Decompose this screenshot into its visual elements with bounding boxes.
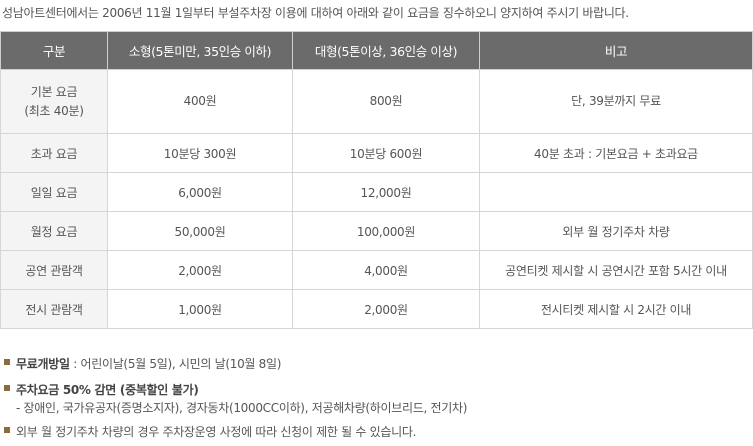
table-row: 기본 요금 (최초 40분) 400원 800원 단, 39분까지 무료 [0, 69, 753, 134]
row-category-line2: (최초 40분) [24, 103, 84, 118]
discount-note: 주차요금 50% 감면 (중복할인 불가) [4, 381, 467, 399]
parking-fee-table: 구분 소형(5톤미만, 35인승 이하) 대형(5톤이상, 36인승 이상) 비… [0, 31, 753, 329]
row-category-line1: 기본 요금 [30, 84, 78, 99]
free-day-label: 무료개방일 [16, 357, 70, 371]
row-remark [479, 172, 753, 212]
square-bullet-icon [4, 359, 10, 365]
row-remark: 공연티켓 제시할 시 공연시간 포함 5시간 이내 [479, 250, 753, 290]
row-large-fee: 10분당 600원 [292, 133, 480, 173]
table-row: 월정 요금 50,000원 100,000원 외부 월 정기주차 차량 [0, 211, 753, 251]
row-remark: 외부 월 정기주차 차량 [479, 211, 753, 251]
table-row: 공연 관람객 2,000원 4,000원 공연티켓 제시할 시 공연시간 포함 … [0, 250, 753, 290]
intro-text: 성남아트센터에서는 2006년 11월 1일부터 부설주차장 이용에 대하여 아… [2, 6, 629, 20]
row-category: 기본 요금 (최초 40분) [0, 69, 108, 134]
row-small-fee: 6,000원 [107, 172, 293, 212]
free-day-note: 무료개방일 : 어린이날(5월 5일), 시민의 날(10월 8일) [4, 355, 467, 381]
row-large-fee: 12,000원 [292, 172, 480, 212]
table-row: 전시 관람객 1,000원 2,000원 전시티켓 제시할 시 2시간 이내 [0, 289, 753, 329]
monthly-notice-text: 외부 월 정기주차 차량의 경우 주차장운영 사정에 따라 신청이 제한 될 수… [16, 425, 417, 439]
row-category: 일일 요금 [0, 172, 108, 212]
row-small-fee: 10분당 300원 [107, 133, 293, 173]
square-bullet-icon [4, 385, 10, 391]
row-large-fee: 2,000원 [292, 289, 480, 329]
row-large-fee: 4,000원 [292, 250, 480, 290]
table-row: 일일 요금 6,000원 12,000원 [0, 172, 753, 212]
discount-detail: - 장애인, 국가유공자(증명소지자), 경자동차(1000CC이하), 저공해… [16, 401, 468, 415]
notes-section: 무료개방일 : 어린이날(5월 5일), 시민의 날(10월 8일) 주차요금 … [4, 355, 467, 441]
header-small-vehicle: 소형(5톤미만, 35인승 이하) [107, 31, 293, 70]
row-small-fee: 400원 [107, 69, 293, 134]
row-remark: 단, 39분까지 무료 [479, 69, 753, 134]
row-category: 초과 요금 [0, 133, 108, 173]
table-header-row: 구분 소형(5톤미만, 35인승 이하) 대형(5톤이상, 36인승 이상) 비… [0, 31, 753, 70]
row-category: 공연 관람객 [0, 250, 108, 290]
row-remark: 40분 초과 : 기본요금 + 초과요금 [479, 133, 753, 173]
square-bullet-icon [4, 427, 10, 433]
discount-label: 주차요금 50% 감면 (중복할인 불가) [16, 383, 199, 397]
header-large-vehicle: 대형(5톤이상, 36인승 이상) [292, 31, 480, 70]
row-large-fee: 100,000원 [292, 211, 480, 251]
header-remark: 비고 [479, 31, 753, 70]
free-day-text: : 어린이날(5월 5일), 시민의 날(10월 8일) [69, 357, 282, 371]
row-remark: 전시티켓 제시할 시 2시간 이내 [479, 289, 753, 329]
table-row: 초과 요금 10분당 300원 10분당 600원 40분 초과 : 기본요금 … [0, 133, 753, 173]
monthly-notice: 외부 월 정기주차 차량의 경우 주차장운영 사정에 따라 신청이 제한 될 수… [4, 423, 467, 441]
row-large-fee: 800원 [292, 69, 480, 134]
header-category: 구분 [0, 31, 108, 70]
row-small-fee: 50,000원 [107, 211, 293, 251]
row-category: 전시 관람객 [0, 289, 108, 329]
row-category: 월정 요금 [0, 211, 108, 251]
row-small-fee: 2,000원 [107, 250, 293, 290]
row-small-fee: 1,000원 [107, 289, 293, 329]
